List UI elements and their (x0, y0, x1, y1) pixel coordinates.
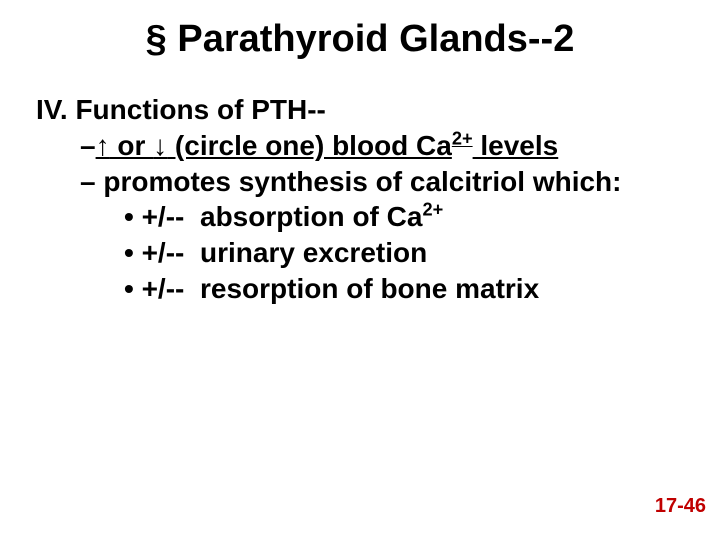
arrow-down-icon: ↓ (153, 130, 167, 161)
line-blood-ca: –↑ or ↓ (circle one) blood Ca2+ levels (80, 128, 684, 164)
calcitriol-word: calcitriol (410, 166, 525, 197)
which-text: which: (525, 166, 621, 197)
promotes-text: promotes synthesis of (96, 166, 410, 197)
bullet-resorption: • +/-- resorption of bone matrix (124, 271, 684, 307)
slide-title: § Parathyroid Glands--2 (0, 18, 720, 61)
bullet-marker: • +/-- (124, 271, 176, 307)
bullet-urinary: • +/-- urinary excretion (124, 235, 684, 271)
line-calcitriol: – promotes synthesis of calcitriol which… (80, 164, 684, 200)
or-text: or (110, 130, 154, 161)
dash: – (80, 166, 96, 197)
slide-body: IV. Functions of PTH-- –↑ or ↓ (circle o… (36, 92, 684, 307)
dash: – (80, 130, 96, 161)
bullet-superscript: 2+ (422, 200, 443, 220)
heading-line: IV. Functions of PTH-- (36, 92, 684, 128)
levels-text: levels (473, 130, 559, 161)
bullet-marker: • +/-- (124, 235, 176, 271)
bullet-text: absorption of Ca (200, 201, 422, 232)
bullet-marker: • +/-- (124, 199, 176, 235)
bullet-absorption: • +/-- absorption of Ca2+ (124, 199, 684, 235)
circle-one-text: (circle one) blood Ca (167, 130, 452, 161)
ca-superscript: 2+ (452, 129, 473, 149)
bullet-text: urinary excretion (200, 237, 427, 268)
bullet-text: resorption of bone matrix (200, 273, 539, 304)
slide: § Parathyroid Glands--2 IV. Functions of… (0, 0, 720, 540)
arrow-up-icon: ↑ (96, 130, 110, 161)
page-number: 17-46 (655, 495, 706, 518)
